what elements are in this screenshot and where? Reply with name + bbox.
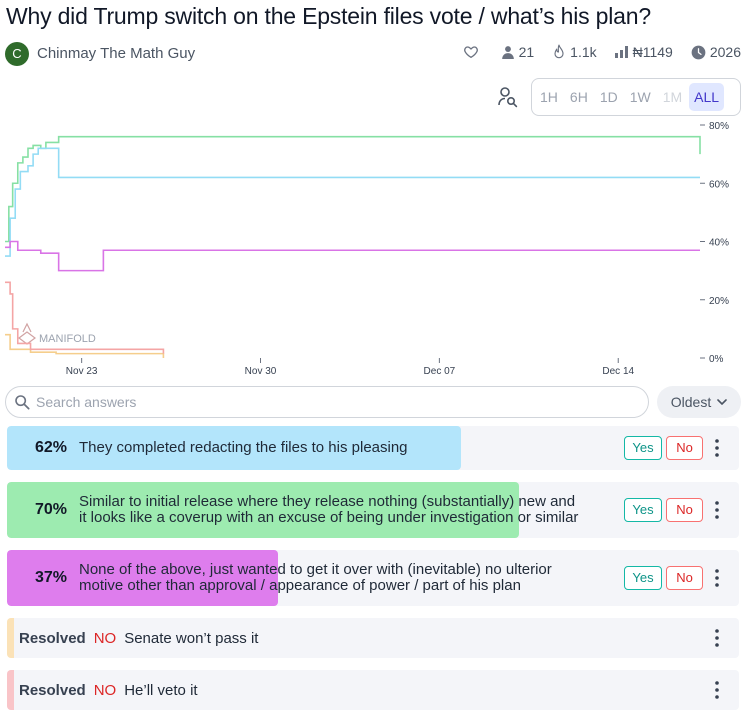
series-line-redacting: [5, 147, 700, 257]
traders-stat[interactable]: 21: [501, 44, 535, 60]
market-title: Why did Trump switch on the Epstein file…: [6, 3, 651, 29]
resolved-label: Resolved: [19, 629, 86, 647]
x-tick-label: Nov 30: [245, 366, 277, 377]
resolved-accent: [7, 618, 14, 658]
answer-text-line: None of the above, just wanted to get it…: [79, 561, 552, 578]
heart-icon: [463, 46, 478, 58]
manifold-logo-icon: [18, 322, 36, 345]
y-tick-label: 80%: [709, 121, 729, 132]
series-line-veto: [5, 281, 165, 354]
more-options-icon[interactable]: [709, 438, 725, 458]
sort-dropdown[interactable]: Oldest: [657, 386, 741, 418]
user-icon: [501, 46, 514, 59]
range-6h[interactable]: 6H: [569, 89, 588, 105]
resolved-outcome: NO: [93, 681, 117, 699]
answer-row[interactable]: 62% They completed redacting the files t…: [7, 426, 739, 470]
answer-text: He’ll veto it: [124, 681, 198, 699]
yes-button[interactable]: Yes: [624, 436, 662, 460]
market-stats: 21 1.1k ₦1149 2026: [445, 44, 741, 60]
series-line-none: [5, 240, 700, 272]
range-1m: 1M: [662, 89, 683, 105]
no-button[interactable]: No: [666, 498, 703, 522]
resolved-answer-row[interactable]: Resolved NO Senate won’t pass it: [7, 618, 739, 658]
volume-stat[interactable]: ₦1149: [614, 44, 673, 60]
no-button[interactable]: No: [666, 436, 703, 460]
find-user-icon[interactable]: [498, 86, 518, 108]
probability-bar: [7, 482, 520, 538]
answer-text: None of the above, just wanted to get it…: [79, 562, 552, 594]
y-tick-label: 20%: [709, 296, 729, 307]
answer-probability: 62%: [34, 439, 67, 456]
views-stat[interactable]: 1.1k: [552, 44, 597, 60]
like-button[interactable]: [463, 44, 483, 60]
no-button[interactable]: No: [666, 566, 703, 590]
more-options-icon[interactable]: [709, 628, 725, 648]
answer-text: Senate won’t pass it: [124, 629, 259, 647]
answer-text-line: it looks like a coverup with an excuse o…: [79, 509, 579, 526]
answer-row[interactable]: 70% Similar to initial release where the…: [7, 482, 739, 538]
bar-chart-icon: [614, 46, 628, 58]
y-tick-label: 60%: [709, 179, 729, 190]
search-icon: [15, 395, 30, 410]
x-tick-label: Dec 07: [424, 366, 456, 377]
watermark-text: MANIFOLD: [39, 333, 96, 345]
resolved-outcome: NO: [93, 629, 117, 647]
chevron-down-icon: [717, 399, 728, 405]
clock-icon: [691, 45, 706, 59]
y-tick-label: 0%: [709, 354, 724, 365]
answer-probability: 70%: [34, 501, 67, 518]
x-tick-label: Dec 14: [602, 366, 634, 377]
flame-icon: [554, 44, 564, 59]
answer-text-line: motive other than approval / appearance …: [79, 577, 521, 594]
series-line-coverup: [5, 135, 701, 243]
manifold-watermark: MANIFOLD: [18, 322, 96, 345]
answer-probability: 37%: [34, 569, 67, 586]
range-1h[interactable]: 1H: [540, 89, 558, 105]
range-all[interactable]: ALL: [689, 83, 725, 111]
probability-bar: [7, 426, 461, 470]
avatar[interactable]: C: [5, 42, 29, 66]
close-date-stat[interactable]: 2026: [691, 44, 741, 60]
sort-label: Oldest: [670, 394, 712, 410]
probability-chart: 80% 60% 40% 20% 0% Nov 23 Nov 30 Dec 07 Dec 14 MA…: [5, 121, 729, 377]
more-options-icon[interactable]: [709, 500, 725, 520]
y-tick-label: 40%: [709, 238, 729, 249]
resolved-label: Resolved: [19, 681, 86, 699]
series-line-senate: [5, 333, 165, 358]
resolved-answer-row[interactable]: Resolved NO He’ll veto it: [7, 670, 739, 710]
answer-search: [5, 386, 649, 418]
yes-button[interactable]: Yes: [624, 566, 662, 590]
author-name[interactable]: Chinmay The Math Guy: [37, 45, 196, 62]
search-input[interactable]: [36, 394, 596, 410]
market-meta: C Chinmay The Math Guy 21 1.1k ₦1149 202…: [5, 41, 741, 67]
close-year: 2026: [709, 44, 741, 60]
answer-text: They completed redacting the files to hi…: [79, 439, 408, 456]
views-count: 1.1k: [570, 44, 597, 60]
range-1d[interactable]: 1D: [599, 89, 618, 105]
traders-count: 21: [518, 44, 535, 60]
volume-amount: ₦1149: [632, 44, 673, 60]
resolved-accent: [7, 670, 14, 710]
more-options-icon[interactable]: [709, 680, 725, 700]
answer-text-line: Similar to initial release where they re…: [79, 493, 576, 510]
yes-button[interactable]: Yes: [624, 498, 662, 522]
more-options-icon[interactable]: [709, 568, 725, 588]
answer-row[interactable]: 37% None of the above, just wanted to ge…: [7, 550, 739, 606]
time-range-selector: 1H 6H 1D 1W 1M ALL: [531, 78, 741, 116]
range-1w[interactable]: 1W: [629, 89, 651, 105]
answer-text: Similar to initial release where they re…: [79, 494, 578, 526]
probability-bar: [7, 550, 278, 606]
x-tick-label: Nov 23: [66, 366, 98, 377]
